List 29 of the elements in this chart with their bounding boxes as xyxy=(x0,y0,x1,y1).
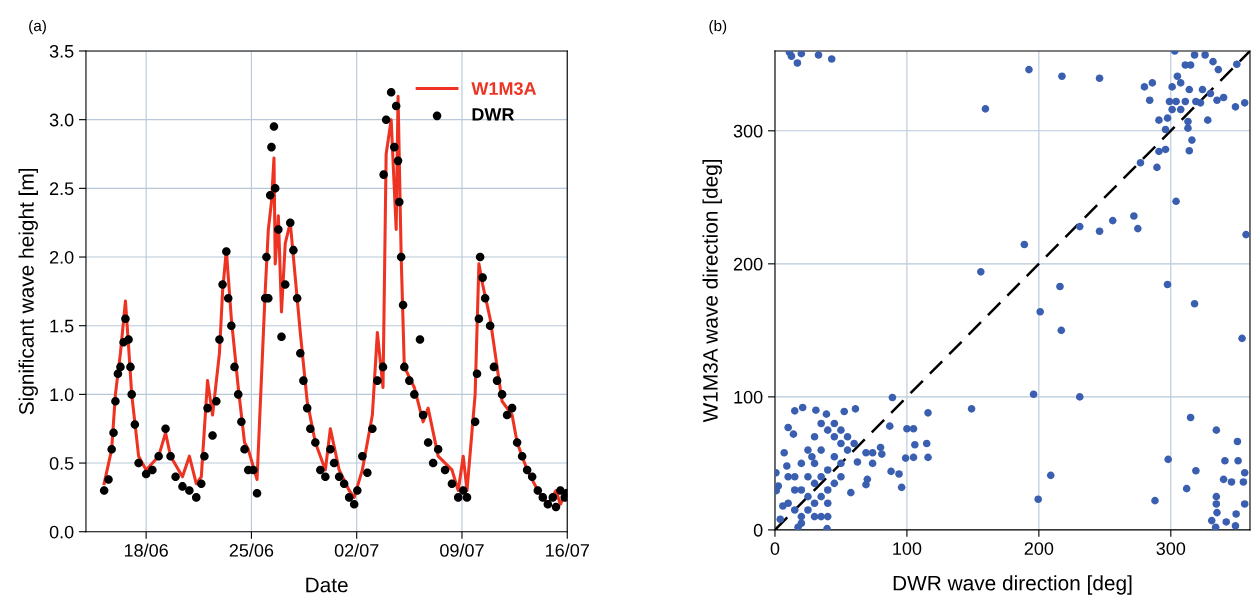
y-tick-label: 2.5 xyxy=(49,182,74,196)
legend-label: DWR xyxy=(472,108,515,121)
y-tick-label: 2.0 xyxy=(49,250,74,264)
x-tick-label: 18/06 xyxy=(124,543,168,557)
y-tick-label: 3.5 xyxy=(49,44,74,58)
x-tick-label: 16/07 xyxy=(546,543,589,557)
y-axis-title: Significant wave height [m] xyxy=(18,168,38,415)
x-tick-label: 100 xyxy=(893,542,922,555)
x-tick-label: 0 xyxy=(770,542,780,555)
y-tick-label: 1.5 xyxy=(50,319,74,333)
legend-label: W1M3A xyxy=(471,82,537,95)
y-tick-label: 200 xyxy=(733,257,763,271)
x-tick-label: 02/07 xyxy=(334,543,379,557)
y-tick-label: 0 xyxy=(753,523,763,537)
y-tick-label: 0.5 xyxy=(49,456,74,470)
y-tick-label: 1.0 xyxy=(50,388,74,402)
y-tick-label: 3.0 xyxy=(49,113,74,127)
y-tick-label: 0.0 xyxy=(49,525,74,539)
x-axis-title: DWR wave direction [deg] xyxy=(893,575,1132,595)
x-tick-label: 09/07 xyxy=(440,543,484,557)
x-tick-label: 200 xyxy=(1024,542,1054,555)
x-axis-title: Date xyxy=(306,577,348,593)
chart-title: (a) xyxy=(29,19,46,35)
x-tick-label: 25/06 xyxy=(229,543,274,557)
y-axis-title: W1M3A wave direction [deg] xyxy=(702,159,722,423)
y-tick-label: 100 xyxy=(734,390,763,404)
y-tick-label: 300 xyxy=(733,124,763,138)
chart-title: (b) xyxy=(709,19,727,35)
x-tick-label: 300 xyxy=(1156,542,1186,555)
